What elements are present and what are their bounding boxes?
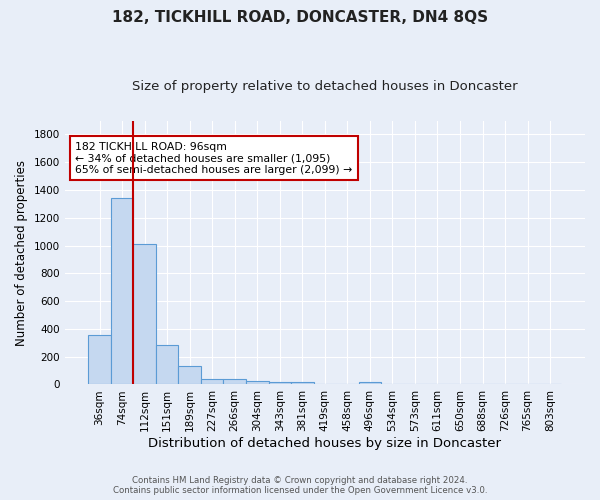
Bar	[111, 198, 133, 384]
Text: Contains HM Land Registry data © Crown copyright and database right 2024.
Contai: Contains HM Land Registry data © Crown c…	[113, 476, 487, 495]
Bar	[246, 380, 269, 384]
Text: 182 TICKHILL ROAD: 96sqm
← 34% of detached houses are smaller (1,095)
65% of sem: 182 TICKHILL ROAD: 96sqm ← 34% of detach…	[75, 142, 352, 175]
X-axis label: Distribution of detached houses by size in Doncaster: Distribution of detached houses by size …	[148, 437, 502, 450]
Y-axis label: Number of detached properties: Number of detached properties	[15, 160, 28, 346]
Bar	[178, 366, 201, 384]
Bar	[201, 378, 223, 384]
Bar	[269, 382, 291, 384]
Bar	[359, 382, 381, 384]
Text: 182, TICKHILL ROAD, DONCASTER, DN4 8QS: 182, TICKHILL ROAD, DONCASTER, DN4 8QS	[112, 10, 488, 25]
Bar	[88, 335, 111, 384]
Bar	[156, 345, 178, 385]
Title: Size of property relative to detached houses in Doncaster: Size of property relative to detached ho…	[132, 80, 518, 93]
Bar	[133, 244, 156, 384]
Bar	[291, 382, 314, 384]
Bar	[223, 378, 246, 384]
